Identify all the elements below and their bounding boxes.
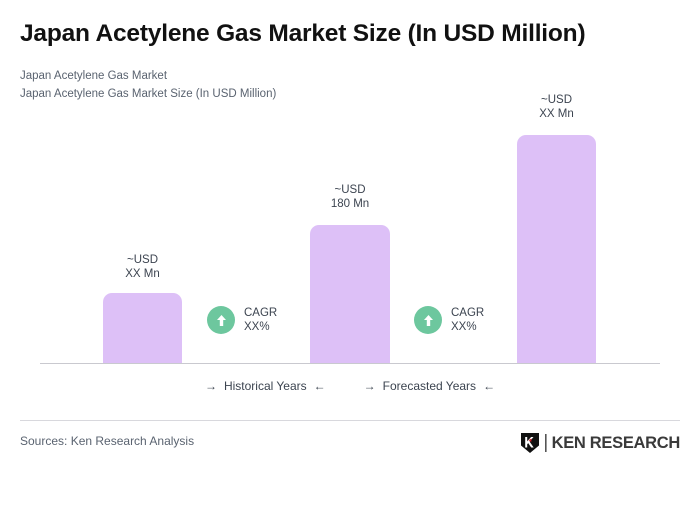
cagr-text-historical: CAGR XX% bbox=[244, 306, 277, 334]
logo-wordmark: KEN RESEARCH bbox=[551, 433, 681, 452]
bar-mid bbox=[310, 225, 390, 363]
bar-label-forecast: ~USD XX Mn bbox=[517, 93, 596, 121]
bar-historical bbox=[103, 293, 182, 363]
bar-label-forecast-line1: ~USD bbox=[541, 94, 572, 106]
bar-label-forecast-line2: XX Mn bbox=[539, 108, 574, 120]
bar-label-historical: ~USD XX Mn bbox=[103, 253, 182, 281]
period-forecasted-label: Forecasted Years bbox=[382, 379, 477, 393]
arrow-right-icon: → bbox=[204, 379, 217, 393]
ken-research-logo: KEN RESEARCH bbox=[520, 432, 680, 454]
bar-label-mid-line2: 180 Mn bbox=[330, 198, 370, 210]
subtitle-block: Japan Acetylene Gas Market Japan Acetyle… bbox=[20, 67, 276, 103]
period-historical-label: Historical Years bbox=[223, 379, 307, 393]
footer-divider bbox=[20, 420, 680, 421]
chart-plot-area: ~USD XX Mn ~USD 180 Mn ~USD XX Mn CAGR X… bbox=[40, 93, 660, 364]
bar-label-mid-line1: ~USD bbox=[334, 184, 366, 196]
cagr-text-forecast: CAGR XX% bbox=[451, 306, 484, 334]
period-legend: → Historical Years ← → Forecasted Years … bbox=[0, 379, 700, 393]
arrow-up-icon bbox=[207, 306, 235, 334]
cagr-value-forecast: XX% bbox=[451, 321, 477, 333]
page-title: Japan Acetylene Gas Market Size (In USD … bbox=[20, 20, 586, 47]
bar-forecast bbox=[517, 135, 596, 363]
arrow-left-icon: ← bbox=[483, 379, 496, 393]
sources-text: Sources: Ken Research Analysis bbox=[20, 434, 195, 448]
period-forecasted-years: → Forecasted Years ← bbox=[364, 379, 495, 393]
arrow-left-icon: ← bbox=[313, 379, 326, 393]
ken-research-shield-icon bbox=[520, 433, 539, 453]
bar-label-mid: ~USD 180 Mn bbox=[310, 183, 390, 211]
arrow-up-icon bbox=[414, 306, 442, 334]
cagr-label-forecast: CAGR bbox=[451, 307, 485, 319]
cagr-value-historical: XX% bbox=[244, 321, 270, 333]
bar-label-historical-line1: ~USD bbox=[127, 254, 158, 266]
arrow-right-icon: → bbox=[363, 379, 376, 393]
logo-divider-icon bbox=[544, 434, 547, 452]
subtitle-market-size: Japan Acetylene Gas Market Size (In USD … bbox=[20, 88, 277, 100]
x-axis-line bbox=[40, 363, 660, 364]
cagr-badge-historical: CAGR XX% bbox=[207, 306, 277, 334]
period-historical-years: → Historical Years ← bbox=[205, 379, 326, 393]
bar-label-historical-line2: XX Mn bbox=[125, 268, 160, 280]
subtitle-market-name: Japan Acetylene Gas Market bbox=[20, 70, 168, 82]
cagr-label-historical: CAGR bbox=[244, 307, 278, 319]
cagr-badge-forecast: CAGR XX% bbox=[414, 306, 484, 334]
